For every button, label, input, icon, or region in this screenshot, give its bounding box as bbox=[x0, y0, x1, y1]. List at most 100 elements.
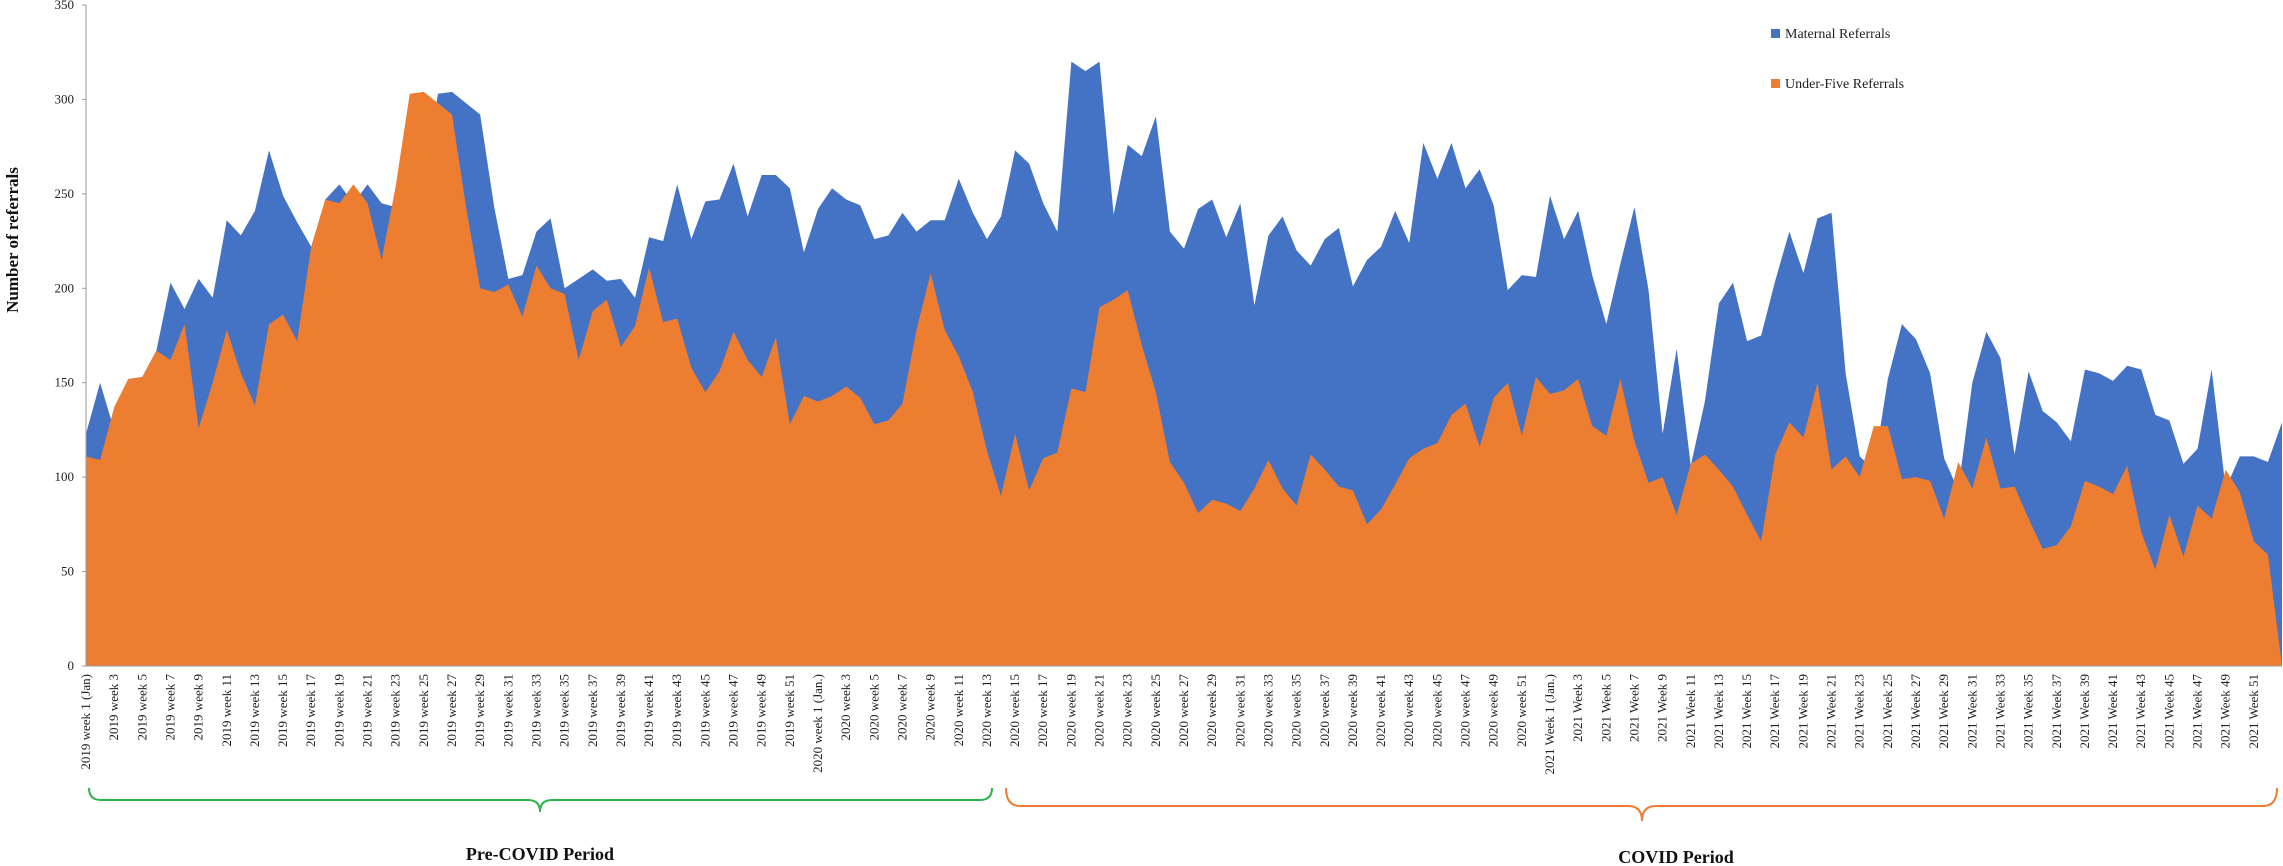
x-tick-label: 2021 Week 33 bbox=[1992, 674, 2007, 749]
legend-item-under-five: Under-Five Referrals bbox=[1771, 77, 1904, 92]
x-tick-label: 2019 week 25 bbox=[416, 674, 431, 747]
x-tick-label: 2020 week 33 bbox=[1260, 674, 1275, 747]
x-tick-label: 2020 week 45 bbox=[1429, 674, 1444, 747]
x-tick-label: 2019 week 39 bbox=[613, 674, 628, 747]
period-brace-pre-covid: Pre-COVID Period bbox=[88, 787, 993, 864]
x-tick-label: 2019 week 17 bbox=[303, 674, 318, 747]
x-tick-label: 2021 Week 7 bbox=[1626, 674, 1641, 743]
area-under-five-referrals bbox=[86, 91, 2282, 667]
x-tick-label: 2021 Week 15 bbox=[1739, 674, 1754, 749]
x-tick-label: 2021 Week 23 bbox=[1852, 674, 1867, 749]
x-tick-label: 2020 week 13 bbox=[979, 674, 994, 747]
x-tick-label: 2019 week 3 bbox=[106, 674, 121, 740]
x-tick-label: 2020 week 23 bbox=[1120, 674, 1135, 747]
y-tick-label: 300 bbox=[55, 91, 75, 106]
x-tick-label: 2020 week 47 bbox=[1458, 674, 1473, 747]
y-tick-label: 200 bbox=[55, 280, 75, 295]
x-tick-label: 2020 week 9 bbox=[923, 674, 938, 740]
x-tick-label: 2021 Week 37 bbox=[2049, 674, 2064, 749]
x-tick-label: 2021 Week 41 bbox=[2105, 674, 2120, 749]
legend-swatch-maternal bbox=[1771, 29, 1780, 38]
x-tick-label: 2021 Week 45 bbox=[2161, 674, 2176, 749]
covid-brace bbox=[1005, 787, 2278, 822]
x-tick-label: 2019 week 45 bbox=[697, 674, 712, 747]
x-tick-label: 2019 week 49 bbox=[754, 674, 769, 747]
x-tick-label: 2021 Week 13 bbox=[1711, 674, 1726, 749]
x-tick-label: 2020 week 31 bbox=[1232, 674, 1247, 747]
y-tick-label: 0 bbox=[68, 658, 75, 673]
legend-label-maternal: Maternal Referrals bbox=[1785, 27, 1890, 42]
x-tick-label: 2019 week 7 bbox=[162, 674, 177, 741]
x-tick-label: 2021 Week 47 bbox=[2190, 674, 2205, 749]
legend-item-maternal: Maternal Referrals bbox=[1771, 27, 1890, 42]
x-tick-label: 2019 week 15 bbox=[275, 674, 290, 747]
x-tick-label: 2019 week 31 bbox=[500, 674, 515, 747]
x-tick-label: 2019 week 33 bbox=[528, 674, 543, 747]
x-tick-label: 2021 Week 3 bbox=[1570, 674, 1585, 742]
x-tick-label: 2020 week 21 bbox=[1092, 674, 1107, 747]
y-axis-title: Number of referrals bbox=[3, 167, 22, 313]
x-tick-label: 2021 Week 29 bbox=[1936, 674, 1951, 749]
x-tick-label: 2020 week 11 bbox=[951, 674, 966, 746]
covid-label: COVID Period bbox=[1618, 847, 1734, 866]
x-tick-label: 2019 week 23 bbox=[388, 674, 403, 747]
x-tick-label: 2020 week 3 bbox=[838, 674, 853, 740]
y-tick-labels: 0 50 100 150 200 250 300 350 bbox=[55, 0, 75, 673]
x-tick-label: 2020 week 25 bbox=[1148, 674, 1163, 747]
x-tick-label: 2020 week 1 (Jan.) bbox=[810, 674, 825, 773]
x-tick-label: 2021 Week 11 bbox=[1683, 674, 1698, 748]
x-tick-label: 2019 week 43 bbox=[669, 674, 684, 747]
x-tick-label: 2020 week 41 bbox=[1373, 674, 1388, 747]
x-tick-label: 2019 week 11 bbox=[219, 674, 234, 746]
x-tick-labels: 2019 week 1 (Jan) 2019 week 3 2019 week 5 2… bbox=[78, 674, 2261, 775]
y-tick-label: 50 bbox=[61, 564, 74, 579]
x-tick-label: 2020 week 27 bbox=[1176, 674, 1191, 747]
x-tick-label: 2021 Week 27 bbox=[1908, 674, 1923, 749]
x-tick-label: 2021 Week 21 bbox=[1824, 674, 1839, 749]
x-tick-label: 2020 week 51 bbox=[1514, 674, 1529, 747]
x-tick-label: 2021 Week 25 bbox=[1880, 674, 1895, 749]
x-tick-label: 2020 week 49 bbox=[1486, 674, 1501, 747]
area-series-group bbox=[86, 61, 2282, 667]
legend: Maternal Referrals Under-Five Referrals bbox=[1771, 27, 1904, 92]
x-tick-label: 2019 week 29 bbox=[472, 674, 487, 747]
x-tick-label: 2020 week 35 bbox=[1289, 674, 1304, 747]
x-tick-label: 2019 week 35 bbox=[557, 674, 572, 747]
x-tick-label: 2020 week 15 bbox=[1007, 674, 1022, 747]
x-tick-label: 2021 Week 19 bbox=[1795, 674, 1810, 749]
x-tick-label: 2019 week 37 bbox=[585, 674, 600, 747]
legend-swatch-under-five bbox=[1771, 79, 1780, 88]
x-tick-label: 2019 week 5 bbox=[134, 674, 149, 740]
x-tick-label: 2020 week 29 bbox=[1204, 674, 1219, 747]
x-tick-label: 2021 Week 9 bbox=[1655, 674, 1670, 742]
legend-label-under-five: Under-Five Referrals bbox=[1785, 77, 1904, 92]
x-tick-label: 2020 week 7 bbox=[894, 674, 909, 741]
x-tick-label: 2019 week 19 bbox=[331, 674, 346, 747]
x-tick-label: 2020 week 19 bbox=[1063, 674, 1078, 747]
x-tick-label: 2020 week 37 bbox=[1317, 674, 1332, 747]
period-brace-covid: COVID Period bbox=[1005, 787, 2278, 866]
x-tick-label: 2019 week 21 bbox=[360, 674, 375, 747]
y-tick-label: 100 bbox=[55, 469, 75, 484]
y-tick-label: 150 bbox=[55, 375, 75, 390]
x-tick-label: 2021 Week 43 bbox=[2133, 674, 2148, 749]
x-tick-label: 2021 Week 39 bbox=[2077, 674, 2092, 749]
x-tick-label: 2019 week 13 bbox=[247, 674, 262, 747]
x-tick-label: 2021 Week 31 bbox=[1964, 674, 1979, 749]
x-tick-label: 2019 week 41 bbox=[641, 674, 656, 747]
x-tick-label: 2019 week 9 bbox=[191, 674, 206, 740]
x-tick-label: 2020 week 39 bbox=[1345, 674, 1360, 747]
x-tick-label: 2021 Week 1 (Jan.) bbox=[1542, 674, 1557, 775]
x-tick-label: 2021 Week 49 bbox=[2218, 674, 2233, 749]
x-tick-label: 2020 week 17 bbox=[1035, 674, 1050, 747]
x-tick-label: 2019 week 47 bbox=[726, 674, 741, 747]
x-tick-label: 2020 week 43 bbox=[1401, 674, 1416, 747]
axes-group bbox=[82, 4, 2282, 667]
x-tick-label: 2019 week 1 (Jan) bbox=[78, 674, 93, 770]
y-tick-label: 350 bbox=[55, 0, 75, 12]
pre-covid-label: Pre-COVID Period bbox=[466, 844, 614, 864]
x-tick-label: 2021 Week 35 bbox=[2021, 674, 2036, 749]
x-tick-label: 2021 Week 5 bbox=[1598, 674, 1613, 742]
x-tick-label: 2021 Week 17 bbox=[1767, 674, 1782, 749]
